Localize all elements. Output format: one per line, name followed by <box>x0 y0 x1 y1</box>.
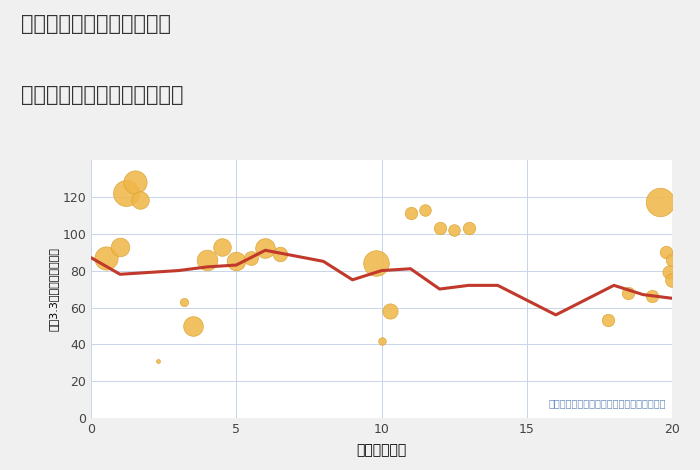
Point <box>661 248 672 256</box>
Point <box>178 298 190 306</box>
Point <box>654 198 666 206</box>
X-axis label: 駅距離（分）: 駅距離（分） <box>356 443 407 457</box>
Point <box>449 226 460 234</box>
Point <box>370 259 382 267</box>
Point <box>434 224 445 232</box>
Point <box>405 210 416 217</box>
Point <box>187 322 198 330</box>
Y-axis label: 坪（3.3㎡）単価（万円）: 坪（3.3㎡）単価（万円） <box>48 247 58 331</box>
Point <box>260 245 271 252</box>
Point <box>216 243 228 251</box>
Text: 円の大きさは、取引のあった物件面積を示す: 円の大きさは、取引のあった物件面積を示す <box>549 398 666 408</box>
Point <box>120 189 132 197</box>
Text: 三重県津市美里町日南田の: 三重県津市美里町日南田の <box>21 14 171 34</box>
Point <box>419 206 430 213</box>
Point <box>231 258 242 265</box>
Point <box>623 289 634 297</box>
Point <box>129 178 140 186</box>
Point <box>463 224 475 232</box>
Point <box>100 254 111 261</box>
Point <box>666 276 678 283</box>
Point <box>646 293 657 300</box>
Point <box>664 269 675 276</box>
Point <box>376 337 387 345</box>
Point <box>114 243 126 251</box>
Point <box>603 317 614 324</box>
Point <box>274 250 286 258</box>
Point <box>384 307 395 315</box>
Point <box>202 256 213 263</box>
Point <box>245 254 256 261</box>
Text: 駅距離別中古マンション価格: 駅距離別中古マンション価格 <box>21 85 183 105</box>
Point <box>152 357 163 365</box>
Point <box>135 196 146 204</box>
Point <box>666 256 678 263</box>
